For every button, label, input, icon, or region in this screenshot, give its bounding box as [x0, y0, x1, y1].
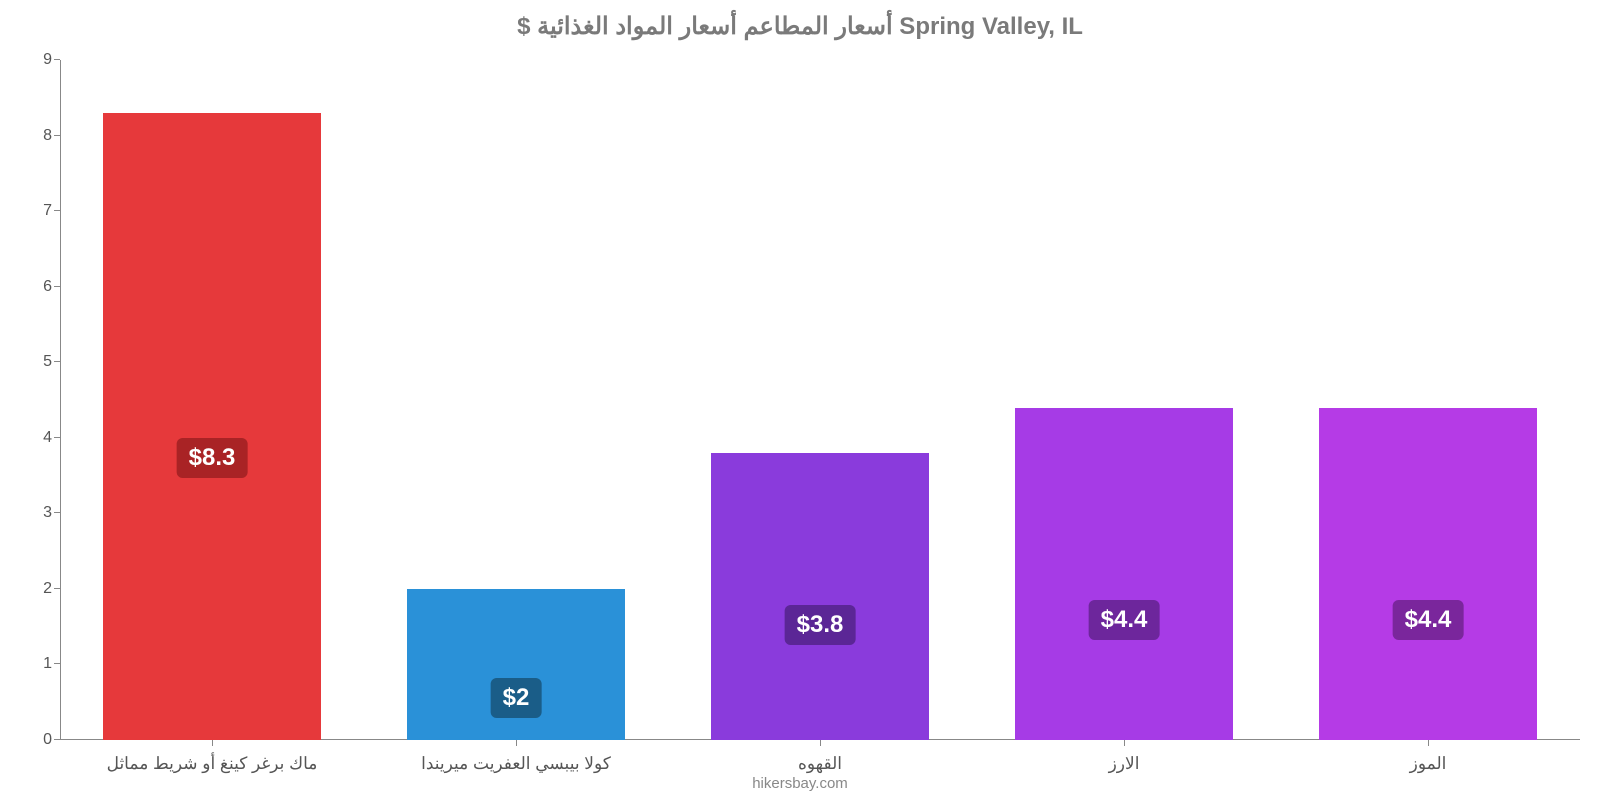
category-label: الارز [1109, 754, 1140, 774]
bar [103, 113, 322, 740]
xtick-mark [1124, 740, 1125, 746]
ytick-label: 1 [20, 655, 52, 673]
y-axis [60, 60, 61, 740]
bar [1319, 408, 1538, 740]
ytick-mark [54, 210, 60, 211]
xtick-mark [516, 740, 517, 746]
ytick-label: 8 [20, 127, 52, 145]
category-label: الموز [1410, 754, 1447, 774]
ytick-mark [54, 663, 60, 664]
ytick-mark [54, 361, 60, 362]
ytick-label: 3 [20, 504, 52, 522]
credit-text: hikersbay.com [0, 775, 1600, 792]
category-label: كولا بيبسي العفريت ميريندا [421, 754, 611, 774]
ytick-label: 9 [20, 51, 52, 69]
category-label: القهوه [798, 754, 842, 774]
ytick-mark [54, 59, 60, 60]
bar-value-label: $4.4 [1089, 600, 1160, 640]
bar-value-label: $2 [491, 678, 542, 718]
chart-container: $ أسعار المطاعم أسعار المواد الغذائية Sp… [0, 0, 1600, 800]
chart-title: $ أسعار المطاعم أسعار المواد الغذائية Sp… [0, 12, 1600, 41]
ytick-mark [54, 437, 60, 438]
ytick-mark [54, 135, 60, 136]
bar [1015, 408, 1234, 740]
ytick-mark [54, 588, 60, 589]
ytick-label: 0 [20, 731, 52, 749]
bar-value-label: $8.3 [177, 438, 248, 478]
bar-value-label: $4.4 [1393, 600, 1464, 640]
bar-value-label: $3.8 [785, 605, 856, 645]
ytick-label: 5 [20, 353, 52, 371]
ytick-label: 6 [20, 278, 52, 296]
plot-area: 0123456789$8.3ماك برغر كينغ أو شريط مماث… [60, 60, 1580, 740]
xtick-mark [212, 740, 213, 746]
ytick-label: 4 [20, 429, 52, 447]
xtick-mark [820, 740, 821, 746]
bar [711, 453, 930, 740]
ytick-mark [54, 739, 60, 740]
ytick-mark [54, 286, 60, 287]
ytick-label: 7 [20, 202, 52, 220]
ytick-label: 2 [20, 580, 52, 598]
ytick-mark [54, 512, 60, 513]
xtick-mark [1428, 740, 1429, 746]
category-label: ماك برغر كينغ أو شريط مماثل [107, 754, 318, 774]
